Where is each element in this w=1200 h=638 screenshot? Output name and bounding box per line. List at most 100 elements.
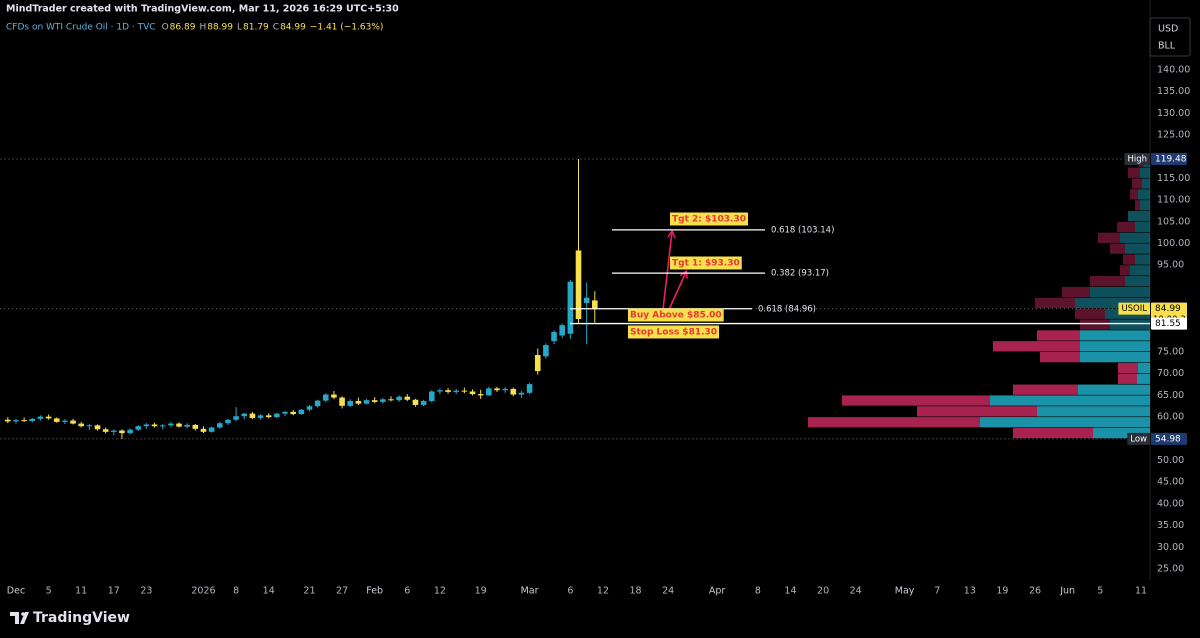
candle-body: [437, 390, 443, 392]
candle-body: [225, 419, 231, 424]
y-tick-label: 75.00: [1157, 347, 1184, 358]
profile-down: [1123, 254, 1135, 265]
candle-body: [298, 409, 305, 415]
price-box: [1151, 152, 1187, 165]
profile-down: [917, 406, 1037, 417]
candle-body: [208, 427, 215, 432]
candle-body: [388, 399, 394, 401]
price-box: [1151, 432, 1187, 445]
candle-body: [200, 428, 207, 432]
x-tick-label: Mar: [521, 586, 539, 597]
x-tick-label: 14: [784, 586, 796, 597]
y-tick-label: 130.00: [1157, 108, 1190, 119]
profile-up: [1128, 210, 1150, 222]
candle-body: [290, 411, 296, 415]
candle-body: [233, 416, 239, 420]
candle-body: [486, 388, 492, 396]
price-value: 81.55: [1155, 319, 1181, 329]
candle-body: [404, 396, 411, 400]
price-value: 119.48: [1155, 154, 1187, 164]
x-tick-label: 12: [597, 586, 609, 597]
profile-down: [1090, 276, 1125, 287]
candle-body: [420, 401, 427, 405]
x-tick-label: 20: [817, 586, 829, 597]
profile-down: [1110, 243, 1125, 254]
logo-dot: [21, 612, 25, 616]
x-tick-label: 14: [263, 586, 275, 597]
candle-body: [469, 391, 476, 395]
x-tick-label: Feb: [366, 586, 383, 597]
profile-down: [1117, 221, 1135, 233]
candle-body: [477, 394, 484, 396]
candle-body: [461, 390, 468, 392]
y-tick-label: 50.00: [1157, 455, 1184, 466]
y-tick-label: 140.00: [1157, 64, 1190, 75]
x-tick-label: 7: [934, 586, 940, 597]
x-tick-label: May: [895, 586, 915, 597]
x-tick-label: 6: [567, 586, 573, 597]
profile-up: [1037, 406, 1150, 417]
y-tick-label: 105.00: [1157, 216, 1190, 227]
note-bg: [670, 256, 742, 270]
profile-up: [1080, 352, 1150, 363]
currency-box[interactable]: [1149, 17, 1191, 57]
candle-body: [363, 400, 370, 404]
profile-down: [1135, 200, 1140, 211]
x-tick-label: 13: [964, 586, 976, 597]
ohlc-key: H: [199, 23, 206, 33]
profile-up: [1140, 167, 1150, 178]
candle-body: [176, 423, 182, 427]
candle-body: [119, 430, 125, 434]
candle-body: [453, 390, 460, 392]
profile-down: [1128, 167, 1140, 178]
candle-body: [29, 418, 36, 422]
candle-body: [192, 424, 199, 429]
profile-up: [1135, 254, 1150, 265]
price-tag: High: [1127, 154, 1147, 164]
profile-up: [1090, 286, 1150, 298]
candle-body: [567, 281, 574, 334]
candle-body: [534, 355, 541, 372]
price-value: 84.99: [1155, 304, 1181, 314]
candle-body: [445, 390, 451, 392]
price-tag: Low: [1130, 434, 1147, 444]
note-bg: [628, 325, 720, 339]
candle-body: [257, 415, 264, 418]
candle-body: [78, 423, 84, 427]
candle-body: [339, 397, 345, 406]
candle-body: [502, 388, 508, 391]
y-tick-label: 125.00: [1157, 130, 1190, 141]
profile-down: [842, 395, 990, 406]
profile-up: [1125, 243, 1150, 254]
candle-body: [494, 388, 500, 391]
x-tick-label: 24: [850, 586, 862, 597]
candle-body: [151, 424, 158, 427]
note-bg: [670, 212, 749, 226]
profile-up: [1140, 200, 1150, 211]
profile-up: [1142, 178, 1150, 189]
profile-up: [1093, 427, 1150, 439]
change: −1.41 (−1.63%): [310, 23, 384, 33]
candle-body: [322, 394, 329, 401]
candle-body: [45, 416, 52, 419]
profile-down: [1120, 265, 1130, 276]
credit: MindTrader created with TradingView.com,…: [6, 4, 399, 15]
candle-body: [13, 420, 19, 422]
candle-body: [143, 424, 150, 427]
candle-body: [510, 388, 517, 395]
candle-body: [184, 424, 190, 427]
profile-up: [990, 395, 1150, 406]
ohlc-value: 81.79: [243, 23, 269, 33]
x-tick-label: 23: [140, 586, 152, 597]
candle-body: [37, 416, 44, 419]
level-label: 0.618 (84.96): [758, 304, 816, 314]
candle-body: [111, 430, 117, 432]
x-tick-label: 5: [46, 586, 52, 597]
y-tick-label: 60.00: [1157, 412, 1184, 423]
x-tick-label: 19: [996, 586, 1008, 597]
profile-down: [1013, 427, 1093, 439]
candle-body: [282, 411, 288, 414]
profile-up: [1135, 221, 1150, 233]
candle-body: [135, 426, 142, 430]
